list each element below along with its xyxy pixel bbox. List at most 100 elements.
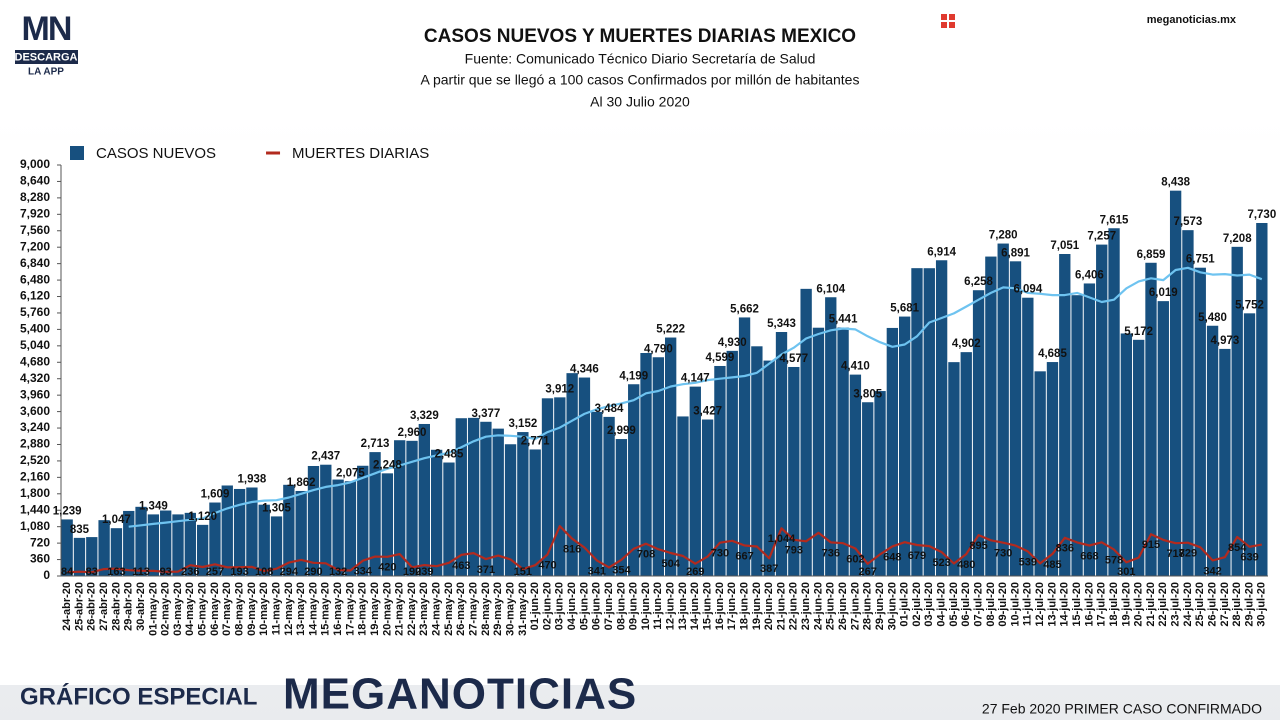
value-label: 1,862	[287, 477, 316, 489]
legend-label: CASOS NUEVOS	[96, 145, 216, 162]
line	[128, 266, 1263, 528]
data-label: 236	[181, 566, 199, 578]
x-tick-label: 10-may-20	[258, 582, 270, 636]
x-tick-label: 30-jul-20	[1256, 582, 1268, 627]
data-label: 639	[1240, 552, 1258, 564]
y-tick-label: 720	[30, 535, 50, 549]
value-label: 6,019	[1149, 287, 1178, 299]
bar	[997, 243, 1009, 576]
y-tick-label: 1,800	[20, 486, 50, 500]
data-label: 854	[1228, 542, 1247, 554]
x-tick-label: 16-jun-20	[714, 582, 726, 630]
x-tick-label: 28-may-20	[480, 582, 492, 636]
x-tick-label: 19-jul-20	[1120, 582, 1132, 627]
bar	[899, 316, 911, 576]
x-tick-label: 03-jun-20	[554, 582, 566, 630]
value-label: 6,859	[1137, 249, 1166, 261]
x-tick-label: 12-jun-20	[665, 582, 677, 630]
data-label: 485	[1043, 559, 1061, 571]
bar	[1022, 297, 1034, 576]
x-tick-label: 07-may-20	[221, 582, 233, 636]
value-label: 5,681	[890, 303, 919, 315]
x-tick-label: 29-may-20	[492, 582, 504, 636]
value-label: 3,484	[595, 403, 624, 415]
bar	[1120, 333, 1133, 576]
bar	[1194, 267, 1206, 576]
bar	[689, 386, 701, 576]
data-label: 1,044	[768, 533, 796, 545]
x-tick-label: 13-jun-20	[677, 582, 689, 630]
bar	[775, 332, 788, 576]
bar	[935, 260, 948, 576]
y-tick-label: 9,000	[20, 157, 50, 171]
bar	[1231, 246, 1243, 577]
bar	[135, 506, 147, 576]
x-tick-label: 14-jun-20	[689, 582, 701, 630]
y-tick-label: 7,560	[20, 223, 50, 237]
bar	[86, 537, 98, 576]
x-tick-label: 25-jul-20	[1194, 582, 1206, 627]
x-tick-label: 08-may-20	[233, 582, 245, 636]
y-tick-label: 3,600	[20, 404, 50, 418]
logo-badge-bg	[15, 50, 78, 64]
y-tick-label: 6,840	[20, 256, 50, 270]
x-tick-label: 24-jun-20	[812, 582, 824, 630]
data-label: 83	[86, 566, 98, 578]
bar	[1169, 190, 1182, 576]
bar	[1096, 244, 1108, 577]
bar	[1046, 362, 1059, 576]
x-tick-label: 10-jun-20	[640, 582, 652, 630]
bar	[455, 418, 467, 576]
legend-swatch	[70, 146, 84, 160]
x-tick-label: 06-may-20	[209, 582, 221, 636]
data-label: 342	[1203, 565, 1221, 577]
value-label: 2,999	[607, 425, 636, 437]
bar	[726, 350, 738, 576]
bar	[972, 290, 985, 576]
subtitle: A partir que se llegó a 100 casos Confir…	[421, 72, 860, 88]
x-tick-label: 04-jul-20	[936, 582, 948, 627]
x-tick-label: 27-may-20	[468, 582, 480, 636]
site: meganoticias.mx	[1147, 14, 1237, 26]
data-label: 267	[859, 566, 877, 578]
value-label: 4,346	[570, 364, 599, 376]
x-tick-label: 18-jun-20	[738, 582, 750, 630]
x-tick-label: 13-jul-20	[1046, 582, 1058, 627]
legend: CASOS NUEVOS MUERTES DIARIAS	[70, 145, 429, 162]
value-label: 3,805	[853, 388, 882, 400]
value-label: 7,051	[1050, 240, 1079, 252]
bar	[1256, 222, 1268, 576]
x-tick-label: 01-jul-20	[899, 582, 911, 627]
value-label: 1,938	[238, 474, 267, 486]
data-label: 151	[514, 566, 532, 578]
bar	[800, 288, 812, 576]
x-tick-label: 07-jun-20	[603, 582, 615, 630]
logo: MN	[22, 10, 71, 48]
value-label: 7,280	[989, 230, 1018, 242]
bar	[812, 327, 825, 576]
value-label: 5,441	[829, 314, 858, 326]
bar	[862, 402, 874, 576]
bar	[369, 452, 381, 576]
value-label: 2,960	[398, 427, 427, 439]
x-tick-label: 13-may-20	[295, 582, 307, 636]
bar	[1157, 301, 1169, 576]
bar	[258, 504, 270, 576]
x-tick-label: 03-may-20	[172, 582, 184, 636]
bar	[529, 449, 541, 576]
data-label: 816	[563, 544, 581, 556]
x-tick-label: 21-jul-20	[1145, 582, 1157, 627]
bar	[578, 377, 591, 576]
value-label: 1,120	[188, 511, 217, 523]
footer-brand: MEGANOTICIAS	[283, 670, 637, 719]
bar	[517, 432, 529, 576]
data-label: 294	[280, 566, 299, 578]
y-tick-label: 8,280	[20, 190, 50, 204]
bar	[701, 419, 714, 576]
data-label: 84	[61, 566, 74, 578]
y-tick-label: 5,760	[20, 305, 50, 319]
bar	[1059, 254, 1071, 576]
value-label: 7,730	[1247, 209, 1276, 221]
y-tick-label: 360	[30, 552, 50, 566]
x-tick-label: 27-jul-20	[1219, 582, 1231, 627]
